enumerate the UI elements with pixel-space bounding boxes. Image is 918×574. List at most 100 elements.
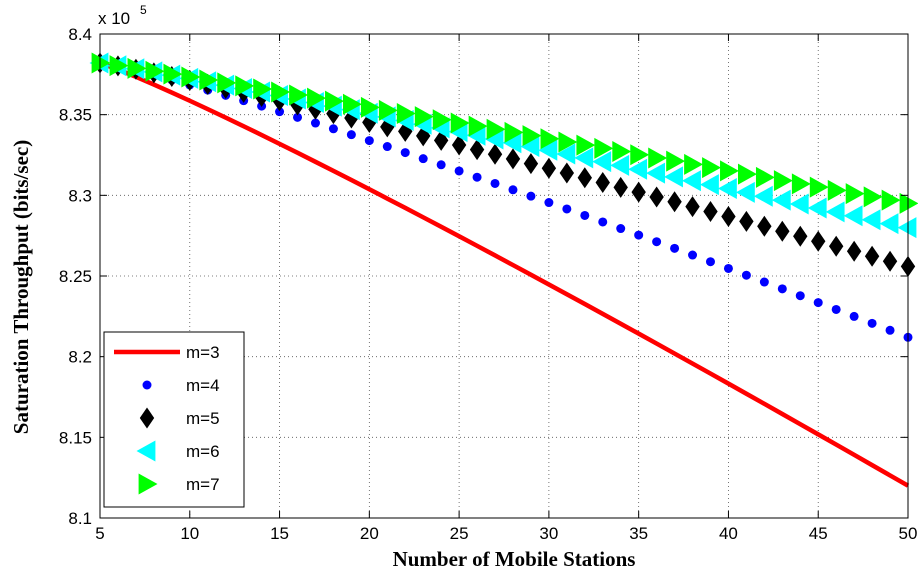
legend-item: m=5	[139, 407, 220, 429]
data-point	[486, 118, 506, 140]
data-point	[702, 157, 721, 179]
legend-label: m=6	[186, 442, 220, 461]
data-point	[646, 162, 666, 184]
data-point	[610, 154, 630, 176]
data-point	[253, 78, 273, 100]
data-point	[577, 167, 592, 189]
data-point	[271, 81, 291, 103]
x-tick-label: 30	[539, 524, 558, 543]
data-point	[809, 176, 829, 198]
data-point	[523, 153, 539, 175]
x-tick-label: 20	[360, 524, 379, 543]
data-point	[576, 134, 596, 156]
data-point	[454, 166, 464, 176]
series-m=3	[99, 60, 910, 488]
data-point	[720, 160, 739, 182]
legend-box	[103, 331, 245, 508]
data-point	[398, 120, 413, 142]
data-point	[773, 170, 793, 192]
data-point	[382, 142, 392, 152]
data-point	[163, 63, 183, 85]
data-point	[789, 193, 809, 215]
data-point	[793, 225, 808, 247]
legend: m=3 m=4 m=5 m=6 m=7	[103, 331, 245, 508]
data-point	[739, 210, 754, 232]
legend-label: m=5	[186, 409, 220, 428]
data-point	[670, 243, 680, 253]
legend-item: m=6	[136, 440, 220, 462]
tick-marks	[99, 33, 909, 519]
data-point	[828, 235, 844, 257]
x-tick-label: 35	[629, 524, 648, 543]
data-point	[630, 144, 650, 166]
data-point	[487, 143, 503, 165]
data-point	[451, 134, 467, 156]
data-point	[738, 163, 757, 185]
data-point	[759, 277, 769, 287]
data-point	[468, 115, 488, 137]
data-point	[520, 136, 540, 158]
legend-label: m=3	[186, 343, 220, 362]
x-tick-label: 15	[270, 524, 289, 543]
legend-swatch	[139, 407, 155, 429]
data-point	[825, 201, 845, 223]
data-point	[540, 128, 560, 150]
series-m=7	[91, 52, 918, 214]
y-exponent-base: x 10	[98, 9, 130, 28]
data-point	[342, 93, 362, 115]
data-point	[682, 170, 701, 192]
legend-item: m=4	[142, 376, 220, 395]
data-point	[538, 139, 558, 161]
y-tick-labels: 8.1 8.15 8.2 8.25 8.3 8.35 8.4	[59, 25, 92, 528]
data-point	[849, 311, 859, 321]
data-point	[775, 220, 790, 242]
y-tick-label: 8.25	[59, 267, 92, 286]
data-point	[346, 130, 356, 140]
data-point	[502, 132, 522, 154]
data-point	[325, 90, 344, 112]
legend-swatch	[138, 473, 158, 495]
data-point	[753, 185, 773, 207]
data-point	[881, 189, 901, 211]
data-point	[91, 52, 111, 74]
y-tick-label: 8.3	[68, 186, 92, 205]
data-point	[364, 136, 374, 146]
data-point	[450, 112, 470, 134]
data-point	[400, 148, 410, 158]
data-point	[598, 217, 608, 227]
x-tick-labels: 5 10 15 20 25 30 35 40 45 50	[95, 524, 917, 543]
series-line-m=3	[99, 60, 910, 488]
data-point	[235, 75, 255, 97]
data-point	[612, 141, 632, 163]
data-point	[289, 84, 309, 106]
series-layer	[89, 52, 918, 488]
data-point	[484, 128, 504, 150]
data-point	[181, 66, 201, 88]
legend-label: m=7	[186, 475, 220, 494]
data-point	[813, 298, 823, 308]
data-point	[595, 172, 610, 194]
x-tick-label: 10	[180, 524, 199, 543]
data-point	[217, 72, 237, 94]
data-point	[504, 121, 524, 143]
data-point	[562, 204, 572, 214]
data-point	[360, 96, 380, 118]
data-point	[594, 137, 614, 159]
data-point	[861, 209, 881, 231]
x-tick-label: 50	[899, 524, 918, 543]
data-point	[703, 201, 718, 223]
data-point	[652, 237, 662, 247]
y-tick-label: 8.4	[68, 25, 92, 44]
data-point	[466, 124, 486, 146]
data-point	[885, 325, 895, 335]
data-point	[310, 118, 320, 128]
data-point	[649, 186, 664, 208]
data-point	[882, 250, 898, 272]
data-point	[293, 112, 303, 122]
data-point	[558, 131, 578, 153]
x-axis-title: Number of Mobile Stations	[393, 547, 636, 571]
data-point	[418, 154, 428, 164]
data-point	[613, 176, 628, 198]
data-point	[843, 205, 863, 227]
